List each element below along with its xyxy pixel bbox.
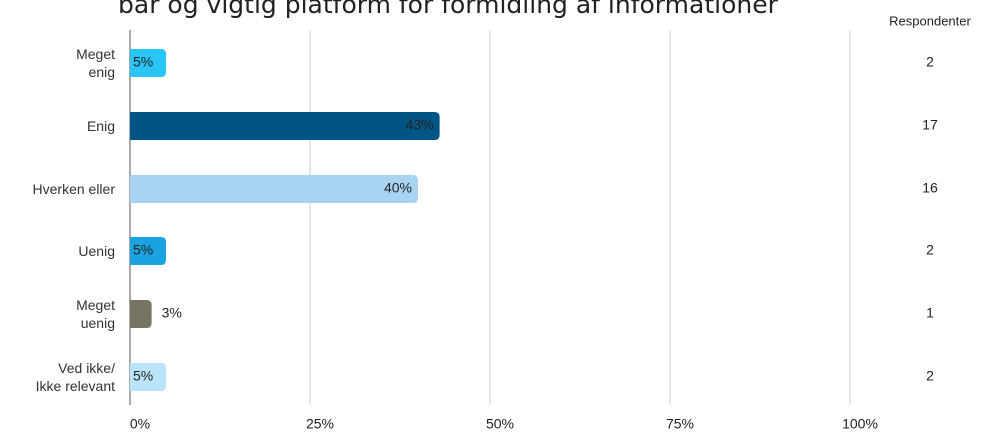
chart-title: bar og vigtig platform for formidling af… — [118, 0, 779, 19]
respondent-count: 1 — [926, 305, 934, 321]
bar — [130, 300, 152, 328]
bar — [130, 112, 440, 140]
value-label: 40% — [384, 180, 412, 196]
respondent-count: 2 — [926, 368, 934, 384]
value-label: 5% — [133, 54, 153, 70]
x-tick-label: 50% — [486, 416, 514, 432]
bar — [130, 49, 166, 77]
respondents-header: Respondenter — [889, 13, 971, 28]
x-tick-label: 100% — [842, 416, 878, 432]
value-label: 5% — [133, 368, 153, 384]
respondent-count: 17 — [922, 117, 938, 133]
x-tick-label: 0% — [130, 416, 150, 432]
value-label: 3% — [162, 305, 182, 321]
category-label: Enig — [86, 118, 115, 134]
bar — [130, 175, 418, 203]
x-tick-label: 25% — [306, 416, 334, 432]
category-label: Meget enig — [76, 46, 115, 80]
respondent-count: 2 — [926, 242, 934, 258]
value-label: 5% — [133, 242, 153, 258]
category-label: Meget uenig — [76, 297, 115, 331]
category-label: Uenig — [78, 243, 115, 259]
category-label: Ved ikke/ Ikke relevant — [35, 360, 115, 394]
bar — [130, 237, 166, 265]
value-label: 43% — [406, 117, 434, 133]
respondent-count: 16 — [922, 180, 938, 196]
category-label: Hverken eller — [32, 181, 115, 197]
respondent-count: 2 — [926, 54, 934, 70]
x-tick-label: 75% — [666, 416, 694, 432]
bar — [130, 363, 166, 391]
